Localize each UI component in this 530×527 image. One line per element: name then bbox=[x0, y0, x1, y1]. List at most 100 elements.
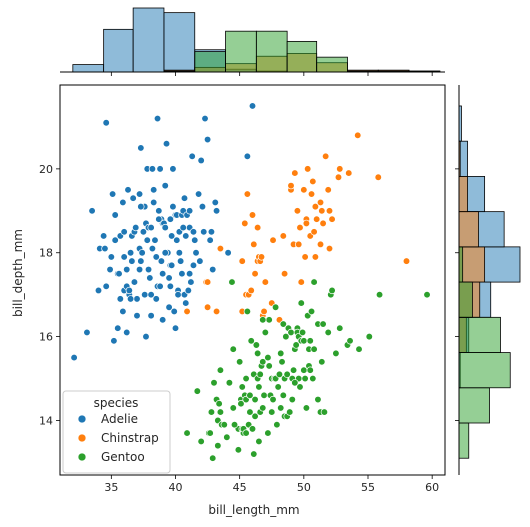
data-point-gentoo bbox=[228, 278, 236, 286]
data-point-adelie bbox=[161, 249, 169, 257]
data-point-gentoo bbox=[214, 441, 222, 450]
data-point-adelie bbox=[170, 307, 178, 316]
data-point-adelie bbox=[155, 207, 163, 215]
data-point-adelie bbox=[133, 311, 141, 320]
data-point-adelie bbox=[156, 282, 164, 290]
data-point-adelie bbox=[107, 253, 115, 261]
data-point-adelie bbox=[101, 244, 109, 253]
data-point-gentoo bbox=[297, 299, 305, 307]
data-point-gentoo bbox=[215, 400, 223, 408]
data-point-gentoo bbox=[306, 366, 314, 374]
data-point-adelie bbox=[173, 236, 181, 244]
data-point-adelie bbox=[144, 265, 153, 274]
data-point-gentoo bbox=[220, 421, 228, 429]
data-point-adelie bbox=[211, 198, 219, 207]
data-point-chinstrap bbox=[313, 215, 321, 223]
hist-y-bar-gentoo bbox=[458, 387, 490, 424]
data-point-gentoo bbox=[216, 408, 225, 416]
data-point-adelie bbox=[146, 274, 154, 282]
legend-title: species bbox=[94, 396, 139, 410]
data-point-gentoo bbox=[298, 328, 307, 337]
data-point-gentoo bbox=[288, 395, 296, 404]
data-point-adelie bbox=[130, 278, 139, 286]
data-point-gentoo bbox=[246, 391, 254, 399]
x-tick-label: 55 bbox=[361, 481, 375, 494]
data-point-gentoo bbox=[300, 337, 308, 345]
legend-marker-gentoo bbox=[77, 452, 87, 462]
data-point-adelie bbox=[155, 215, 163, 223]
data-point-gentoo bbox=[423, 291, 431, 299]
data-point-adelie bbox=[167, 232, 176, 240]
data-point-gentoo bbox=[282, 332, 290, 341]
data-point-chinstrap bbox=[183, 307, 191, 316]
data-point-adelie bbox=[178, 270, 186, 278]
hist-y-bar-chinstrap bbox=[458, 211, 479, 248]
data-point-adelie bbox=[165, 274, 173, 282]
data-point-chinstrap bbox=[324, 186, 332, 194]
data-point-chinstrap bbox=[310, 228, 318, 236]
data-point-adelie bbox=[135, 190, 144, 198]
data-point-adelie bbox=[108, 190, 117, 198]
data-point-gentoo bbox=[296, 383, 304, 391]
data-point-gentoo bbox=[253, 349, 262, 358]
data-point-chinstrap bbox=[325, 244, 334, 253]
data-point-adelie bbox=[188, 152, 196, 160]
data-point-gentoo bbox=[277, 404, 285, 412]
data-point-adelie bbox=[182, 232, 190, 240]
data-point-adelie bbox=[166, 215, 175, 223]
data-point-chinstrap bbox=[247, 286, 255, 295]
data-point-gentoo bbox=[260, 391, 268, 399]
data-point-chinstrap bbox=[250, 240, 258, 249]
data-point-gentoo bbox=[336, 324, 344, 332]
y-tick-label: 16 bbox=[39, 331, 53, 344]
hist-x-bar-adelie bbox=[132, 7, 165, 73]
legend: species Adelie Chinstrap Gentoo bbox=[62, 390, 171, 474]
data-point-gentoo bbox=[197, 437, 205, 446]
data-point-adelie bbox=[157, 257, 166, 265]
data-point-adelie bbox=[176, 257, 185, 265]
data-point-gentoo bbox=[246, 408, 254, 416]
data-point-adelie bbox=[125, 286, 133, 295]
data-point-gentoo bbox=[375, 291, 384, 299]
data-point-gentoo bbox=[302, 404, 311, 412]
data-point-adelie bbox=[142, 332, 150, 341]
x-tick-label: 35 bbox=[104, 481, 118, 494]
hist-x-bar-adelie bbox=[163, 12, 196, 73]
data-point-gentoo bbox=[277, 349, 285, 358]
data-point-chinstrap bbox=[319, 219, 327, 228]
axes: 35 40 45 50 55 60 14 16 18 20 bbox=[39, 84, 446, 494]
data-point-gentoo bbox=[223, 433, 231, 441]
data-point-gentoo bbox=[320, 408, 329, 416]
data-point-adelie bbox=[148, 244, 157, 253]
data-point-gentoo bbox=[238, 383, 246, 391]
data-point-gentoo bbox=[251, 395, 259, 404]
data-point-chinstrap bbox=[316, 198, 325, 207]
data-point-gentoo bbox=[207, 408, 216, 416]
data-point-adelie bbox=[106, 265, 114, 274]
legend-box bbox=[62, 390, 171, 474]
data-point-chinstrap bbox=[257, 253, 266, 261]
data-point-adelie bbox=[152, 253, 160, 261]
data-point-gentoo bbox=[247, 337, 255, 345]
data-point-chinstrap bbox=[279, 232, 287, 240]
data-point-adelie bbox=[162, 140, 171, 148]
hist-x-bar-gentoo bbox=[316, 56, 348, 73]
data-point-gentoo bbox=[310, 345, 318, 353]
data-point-adelie bbox=[137, 144, 145, 152]
data-point-gentoo bbox=[319, 320, 327, 328]
hist-x-bar-adelie bbox=[72, 64, 105, 73]
data-point-chinstrap bbox=[295, 240, 303, 249]
data-point-adelie bbox=[174, 291, 182, 299]
data-point-gentoo bbox=[307, 307, 316, 316]
hist-y-bar-chinstrap bbox=[458, 176, 468, 213]
data-point-adelie bbox=[203, 135, 212, 144]
marginal-histogram-x bbox=[60, 7, 445, 76]
data-point-adelie bbox=[99, 232, 108, 240]
data-point-adelie bbox=[141, 291, 149, 299]
data-point-gentoo bbox=[225, 379, 234, 387]
data-point-adelie bbox=[167, 261, 176, 269]
data-point-gentoo bbox=[237, 400, 245, 408]
data-point-adelie bbox=[128, 257, 136, 265]
data-point-gentoo bbox=[271, 303, 280, 311]
data-point-gentoo bbox=[259, 316, 267, 324]
